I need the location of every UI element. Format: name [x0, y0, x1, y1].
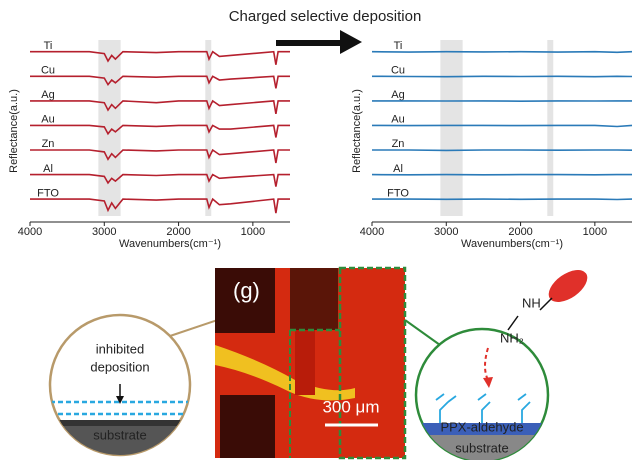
molecule — [543, 264, 593, 309]
x-axis-label: Wavenumbers(cm⁻¹) — [461, 238, 563, 250]
y-axis-label: Reflectance(a.u.) — [351, 89, 363, 173]
series-label: Al — [393, 163, 403, 175]
trace — [30, 199, 290, 213]
series-label: FTO — [387, 187, 409, 199]
micrograph: (g) 300 μm — [215, 268, 405, 458]
trace — [30, 52, 290, 65]
ppx-label: PPX-aldehyde — [440, 419, 523, 434]
x-tick-label: 3000 — [92, 226, 116, 238]
series-label: Ti — [394, 40, 403, 52]
x-tick-label: 2000 — [166, 226, 190, 238]
x-axis-label: Wavenumbers(cm⁻¹) — [119, 238, 221, 250]
trace — [30, 76, 290, 88]
x-tick-label: 1000 — [583, 226, 607, 238]
series-label: Ag — [391, 89, 404, 101]
panel-label: (g) — [233, 278, 260, 303]
figure: Charged selective deposition inhibited d… — [0, 0, 633, 460]
series-label: Al — [43, 163, 53, 175]
x-tick-label: 4000 — [18, 226, 42, 238]
bond — [540, 298, 552, 310]
series-label: Au — [41, 114, 54, 126]
x-tick-label: 1000 — [241, 226, 265, 238]
series-label: Cu — [391, 64, 405, 76]
shaded-range — [547, 40, 553, 216]
series-label: Au — [391, 114, 404, 126]
series-label: Ag — [41, 89, 54, 101]
series-label: Zn — [392, 138, 405, 150]
y-axis-label: Reflectance(a.u.) — [8, 89, 20, 173]
chart: 4000 3000 2000 1000 Wavenumbers(cm⁻¹) Reflect… — [351, 40, 632, 250]
arrow — [276, 30, 362, 54]
bond — [508, 316, 518, 330]
chart: 4000 3000 2000 1000 Wavenumbers(cm⁻¹) Reflect… — [8, 40, 290, 250]
trace — [30, 150, 290, 163]
series-label: Cu — [41, 64, 55, 76]
x-tick-label: 2000 — [508, 226, 532, 238]
trace — [372, 52, 632, 53]
substrate-label: substrate — [455, 440, 508, 455]
trace — [30, 101, 290, 114]
trace — [372, 125, 632, 126]
shaded-range — [440, 40, 462, 216]
amine-label: NH₂ — [500, 330, 524, 345]
series-label: Ti — [44, 40, 53, 52]
series-label: Zn — [42, 138, 55, 150]
connector — [405, 320, 440, 345]
substrate-label: substrate — [93, 427, 146, 442]
trace — [30, 175, 290, 187]
right-circle: PPX-aldehyde substrate — [410, 329, 560, 460]
scale-bar-label: 300 μm — [322, 397, 379, 416]
series-label: FTO — [37, 187, 59, 199]
left-circle: inhibited deposition substrate — [40, 315, 210, 460]
inhibited-text: inhibited — [96, 341, 144, 356]
trace — [30, 125, 290, 137]
shaded-range — [98, 40, 120, 216]
x-tick-label: 3000 — [434, 226, 458, 238]
inhibited-text: deposition — [90, 359, 149, 374]
amine-label: NH — [522, 295, 541, 310]
figure-title: Charged selective deposition — [229, 8, 422, 25]
x-tick-label: 4000 — [360, 226, 384, 238]
